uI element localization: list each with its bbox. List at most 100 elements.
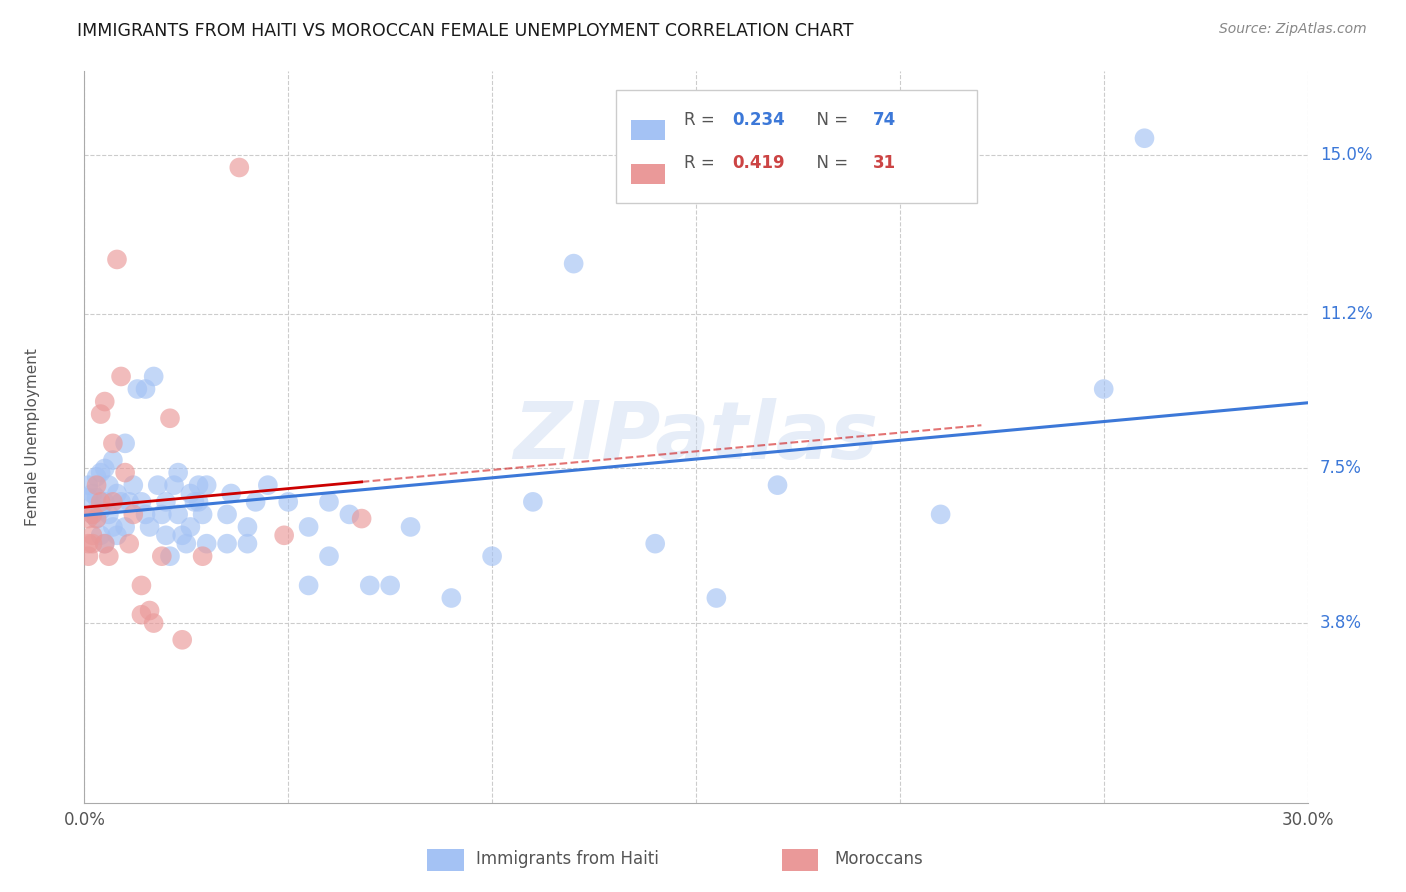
Point <box>183 495 205 509</box>
Point <box>93 536 115 550</box>
Point <box>138 603 160 617</box>
Text: R =: R = <box>683 112 720 129</box>
Point <box>86 511 108 525</box>
Text: Moroccans: Moroccans <box>834 850 922 868</box>
Text: Female Unemployment: Female Unemployment <box>25 348 41 526</box>
Point <box>105 252 128 267</box>
Point <box>399 520 422 534</box>
Point <box>522 495 544 509</box>
Point <box>77 549 100 564</box>
Point <box>86 491 108 505</box>
Point <box>191 508 214 522</box>
Text: Source: ZipAtlas.com: Source: ZipAtlas.com <box>1219 22 1367 37</box>
Point <box>146 478 169 492</box>
Point <box>155 495 177 509</box>
Point <box>562 257 585 271</box>
Point <box>82 536 104 550</box>
FancyBboxPatch shape <box>631 120 665 140</box>
Point <box>1133 131 1156 145</box>
Point <box>101 520 124 534</box>
Point <box>273 528 295 542</box>
Point <box>172 528 194 542</box>
FancyBboxPatch shape <box>631 163 665 184</box>
Point <box>191 549 214 564</box>
Point <box>339 508 360 522</box>
Point <box>93 461 115 475</box>
Point <box>97 478 120 492</box>
FancyBboxPatch shape <box>427 849 464 871</box>
Point <box>93 495 115 509</box>
Text: 0.419: 0.419 <box>733 153 786 172</box>
Point <box>101 436 124 450</box>
Point <box>929 508 952 522</box>
Text: N =: N = <box>806 112 853 129</box>
Point <box>380 578 402 592</box>
Point <box>150 508 173 522</box>
Point <box>86 478 108 492</box>
Point <box>82 486 104 500</box>
Point <box>440 591 463 605</box>
FancyBboxPatch shape <box>616 90 977 203</box>
Point <box>155 528 177 542</box>
Point <box>97 549 120 564</box>
Text: 15.0%: 15.0% <box>1320 146 1372 164</box>
Point <box>167 508 190 522</box>
Point <box>236 520 259 534</box>
Point <box>114 466 136 480</box>
Point <box>704 591 728 605</box>
Point <box>142 616 165 631</box>
Point <box>138 520 160 534</box>
Point <box>644 536 666 550</box>
Point <box>101 495 124 509</box>
Point <box>298 520 321 534</box>
Point <box>90 466 112 480</box>
Point <box>135 508 157 522</box>
Point <box>1092 382 1115 396</box>
Text: R =: R = <box>683 153 720 172</box>
Point <box>277 495 299 509</box>
Point <box>298 578 321 592</box>
Point <box>82 528 104 542</box>
Text: 11.2%: 11.2% <box>1320 305 1372 323</box>
Point <box>122 478 145 492</box>
Point <box>105 486 128 500</box>
Point <box>93 536 115 550</box>
Point <box>131 607 153 622</box>
Point <box>257 478 280 492</box>
Point <box>86 470 108 484</box>
Point <box>127 382 149 396</box>
Point <box>159 411 181 425</box>
Point <box>172 632 194 647</box>
Point <box>481 549 503 564</box>
Point <box>142 369 165 384</box>
Point <box>90 528 112 542</box>
Point <box>159 549 181 564</box>
Point <box>187 495 209 509</box>
Point <box>766 478 789 492</box>
Point <box>359 578 381 592</box>
Point <box>105 528 128 542</box>
Point <box>245 495 267 509</box>
Point <box>122 508 145 522</box>
Point <box>219 486 242 500</box>
Point <box>77 511 100 525</box>
Text: 0.234: 0.234 <box>733 112 786 129</box>
Point <box>131 495 153 509</box>
Point <box>110 369 132 384</box>
Point <box>195 478 218 492</box>
Point <box>93 394 115 409</box>
Text: N =: N = <box>806 153 853 172</box>
Point <box>167 466 190 480</box>
Point <box>236 536 259 550</box>
Text: 3.8%: 3.8% <box>1320 614 1362 632</box>
Point <box>318 549 340 564</box>
Text: ZIPatlas: ZIPatlas <box>513 398 879 476</box>
Point <box>217 508 239 522</box>
Point <box>82 508 104 522</box>
Point <box>179 520 201 534</box>
Text: 74: 74 <box>873 112 897 129</box>
Point <box>195 536 218 550</box>
Point <box>150 549 173 564</box>
Point <box>97 508 120 522</box>
Point <box>318 495 340 509</box>
